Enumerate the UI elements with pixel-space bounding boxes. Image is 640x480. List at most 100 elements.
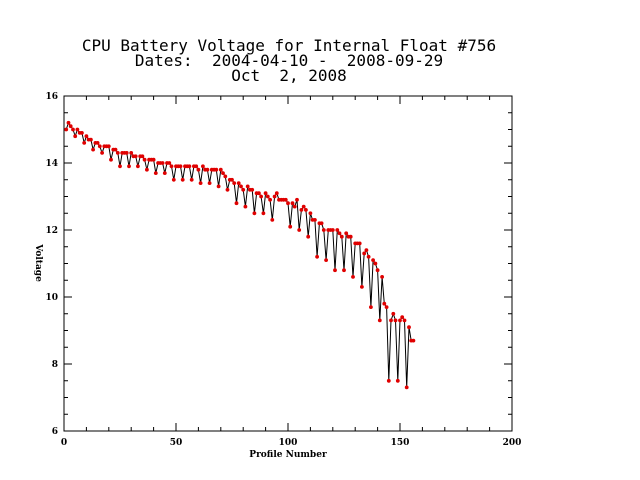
data-point <box>391 311 396 316</box>
y-tick-label: 10 <box>45 293 58 303</box>
data-point <box>151 157 156 162</box>
data-point <box>91 147 95 152</box>
data-point <box>225 187 230 192</box>
data-point <box>97 144 102 149</box>
data-point <box>382 301 387 306</box>
data-point <box>333 268 337 273</box>
y-tick-label: 6 <box>52 427 58 437</box>
data-point <box>214 167 219 172</box>
data-point <box>299 208 304 212</box>
data-point <box>292 204 297 209</box>
data-point <box>272 194 277 199</box>
data-point <box>187 164 192 169</box>
data-point <box>160 161 165 165</box>
data-point <box>236 181 241 186</box>
x-tick-labels: 0 50 100 150 200 <box>61 438 522 448</box>
data-point <box>373 261 378 266</box>
data-point <box>245 184 250 189</box>
data-point <box>196 167 201 172</box>
data-point <box>198 181 203 186</box>
axis-ticks <box>63 95 513 432</box>
data-point <box>153 171 158 176</box>
chart-title-line-2: Dates: 2004-04-10 - 2008-09-29 <box>134 51 444 70</box>
data-point <box>207 181 212 186</box>
data-point <box>252 211 257 216</box>
data-point <box>80 131 84 135</box>
series-line <box>65 121 414 388</box>
data-point <box>243 204 248 209</box>
data-point <box>386 378 391 383</box>
data-point <box>100 151 104 155</box>
data-point <box>283 197 288 202</box>
chart-title-line-1: CPU Battery Voltage for Internal Float #… <box>81 36 497 55</box>
data-point <box>189 177 194 182</box>
data-point <box>315 254 319 259</box>
chart-title-line-3: Oct 2, 2008 <box>231 66 347 85</box>
data-point <box>162 171 167 176</box>
data-point <box>178 164 183 169</box>
data-point <box>89 137 93 142</box>
data-point <box>362 251 367 256</box>
data-point <box>145 167 149 172</box>
plot-frame <box>63 95 513 432</box>
data-point <box>113 147 118 152</box>
data-point <box>308 211 313 216</box>
data-point <box>75 127 80 132</box>
data-point <box>321 228 326 232</box>
x-tick-label: 150 <box>391 438 410 448</box>
data-point <box>205 167 210 172</box>
data-point <box>313 218 317 222</box>
data-point <box>68 124 73 129</box>
data-point <box>171 177 176 182</box>
y-tick-label: 12 <box>45 226 58 236</box>
data-point <box>297 228 302 232</box>
y-tick-labels: 6 8 10 12 14 16 <box>45 92 58 437</box>
data-point <box>389 318 393 323</box>
data-point <box>402 318 407 323</box>
data-point <box>274 191 279 196</box>
data-point <box>286 201 290 206</box>
data-point <box>371 258 375 262</box>
data-point <box>194 164 199 169</box>
x-axis-label: Profile Number <box>249 450 327 460</box>
data-point <box>257 191 261 196</box>
data-point <box>230 177 234 182</box>
data-point <box>380 275 384 279</box>
data-point <box>218 167 223 172</box>
data-point <box>342 268 346 273</box>
data-point <box>109 157 113 162</box>
data-point <box>64 127 69 132</box>
data-point <box>133 154 138 159</box>
data-point <box>344 231 349 236</box>
data-point <box>167 161 172 165</box>
data-point <box>71 127 75 132</box>
x-tick-label: 100 <box>279 438 298 448</box>
data-point <box>400 315 405 319</box>
data-point <box>234 201 239 206</box>
data-point <box>232 181 237 186</box>
data-point <box>369 305 373 309</box>
x-tick-label: 200 <box>503 438 522 448</box>
data-point <box>306 234 311 239</box>
data-point <box>73 134 78 139</box>
data-point <box>351 275 355 279</box>
data-point <box>95 141 100 145</box>
data-point <box>136 164 140 169</box>
data-point <box>239 184 243 189</box>
data-point <box>223 174 228 179</box>
data-point <box>250 187 255 192</box>
data-point <box>393 318 398 323</box>
data-point <box>339 234 344 239</box>
data-point <box>324 258 328 262</box>
data-point <box>295 197 299 202</box>
data-point <box>129 151 134 155</box>
data-point <box>268 197 272 202</box>
data-point <box>142 157 147 162</box>
y-tick-label: 14 <box>45 159 58 169</box>
data-point <box>330 228 335 232</box>
data-point <box>216 184 221 189</box>
data-point <box>84 134 89 139</box>
data-point <box>335 228 340 232</box>
y-tick-label: 8 <box>52 360 58 370</box>
